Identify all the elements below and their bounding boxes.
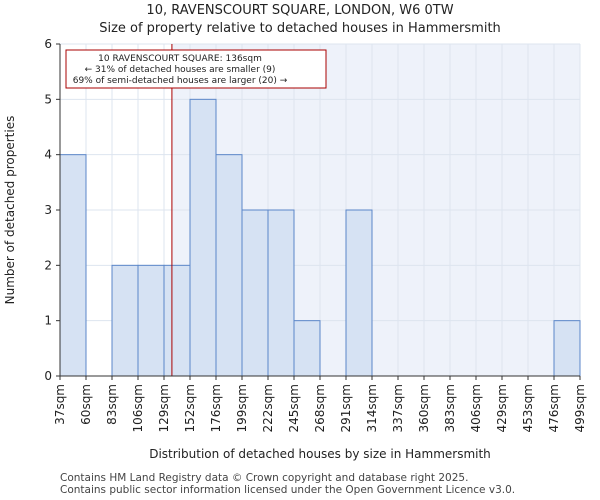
x-tick-label: 314sqm	[365, 384, 379, 432]
x-tick-label: 129sqm	[157, 384, 171, 432]
x-tick-label: 106sqm	[131, 384, 145, 432]
histogram-bar	[293, 320, 321, 377]
x-tick-label: 176sqm	[209, 384, 223, 432]
x-tick-label: 337sqm	[391, 384, 405, 432]
annotation-box	[65, 49, 327, 89]
attribution-line-2: Contains public sector information licen…	[60, 484, 516, 496]
x-tick-label: 429sqm	[495, 384, 509, 432]
chart-title: 10, RAVENSCOURT SQUARE, LONDON, W6 0TW	[146, 3, 454, 18]
x-tick-label: 406sqm	[469, 384, 483, 432]
y-tick-label: 2	[44, 258, 52, 272]
attribution-footer: Contains HM Land Registry data © Crown c…	[60, 472, 515, 496]
x-tick-label: 60sqm	[79, 384, 93, 425]
x-tick-label: 453sqm	[521, 384, 535, 432]
annotation-line-1: 10 RAVENSCOURT SQUARE: 136sqm	[98, 54, 262, 64]
x-tick-label: 476sqm	[547, 384, 561, 432]
x-tick-label: 383sqm	[443, 384, 457, 432]
histogram-bar	[137, 264, 165, 377]
annotation-line-3: 69% of semi-detached houses are larger (…	[73, 76, 288, 86]
attribution-line-1: Contains HM Land Registry data © Crown c…	[60, 472, 469, 484]
x-axis-label: Distribution of detached houses by size …	[149, 447, 491, 461]
histogram-bar	[189, 98, 217, 377]
y-tick-label: 0	[44, 369, 52, 383]
chart-title-block: 10, RAVENSCOURT SQUARE, LONDON, W6 0TW S…	[0, 2, 600, 38]
x-tick-label: 499sqm	[573, 384, 587, 432]
bars-group	[59, 98, 581, 377]
x-tick-label: 37sqm	[53, 384, 67, 425]
y-axis-label: Number of detached properties	[3, 116, 17, 305]
x-tick-label: 152sqm	[183, 384, 197, 432]
histogram-bar	[59, 154, 87, 377]
x-tick-label: 245sqm	[287, 384, 301, 432]
histogram-bar	[267, 209, 295, 377]
annotation-group: 10 RAVENSCOURT SQUARE: 136sqm ← 31% of d…	[65, 49, 327, 89]
x-tick-label: 222sqm	[261, 384, 275, 432]
histogram-bar	[241, 209, 269, 377]
y-tick-label: 4	[44, 148, 52, 162]
histogram-bar	[215, 154, 243, 377]
x-tick-label: 360sqm	[417, 384, 431, 432]
histogram-bar	[345, 209, 373, 377]
y-tick-label: 6	[44, 37, 52, 51]
ticks-group: 0 1 2 3 4 5 6 37sqm 60sqm 83sqm 106sqm 129sqm 152sqm…	[44, 37, 587, 432]
y-tick-label: 5	[44, 92, 52, 106]
annotation-line-2: ← 31% of detached houses are smaller (9)	[85, 65, 276, 75]
chart-subtitle: Size of property relative to detached ho…	[99, 21, 501, 36]
x-tick-label: 199sqm	[235, 384, 249, 432]
x-tick-label: 268sqm	[313, 384, 327, 432]
x-tick-label: 291sqm	[339, 384, 353, 432]
y-tick-label: 3	[44, 203, 52, 217]
histogram-bar	[553, 320, 581, 377]
histogram-bar	[163, 264, 191, 377]
y-tick-label: 1	[44, 314, 52, 328]
histogram-bar	[111, 264, 139, 377]
x-tick-label: 83sqm	[105, 384, 119, 425]
